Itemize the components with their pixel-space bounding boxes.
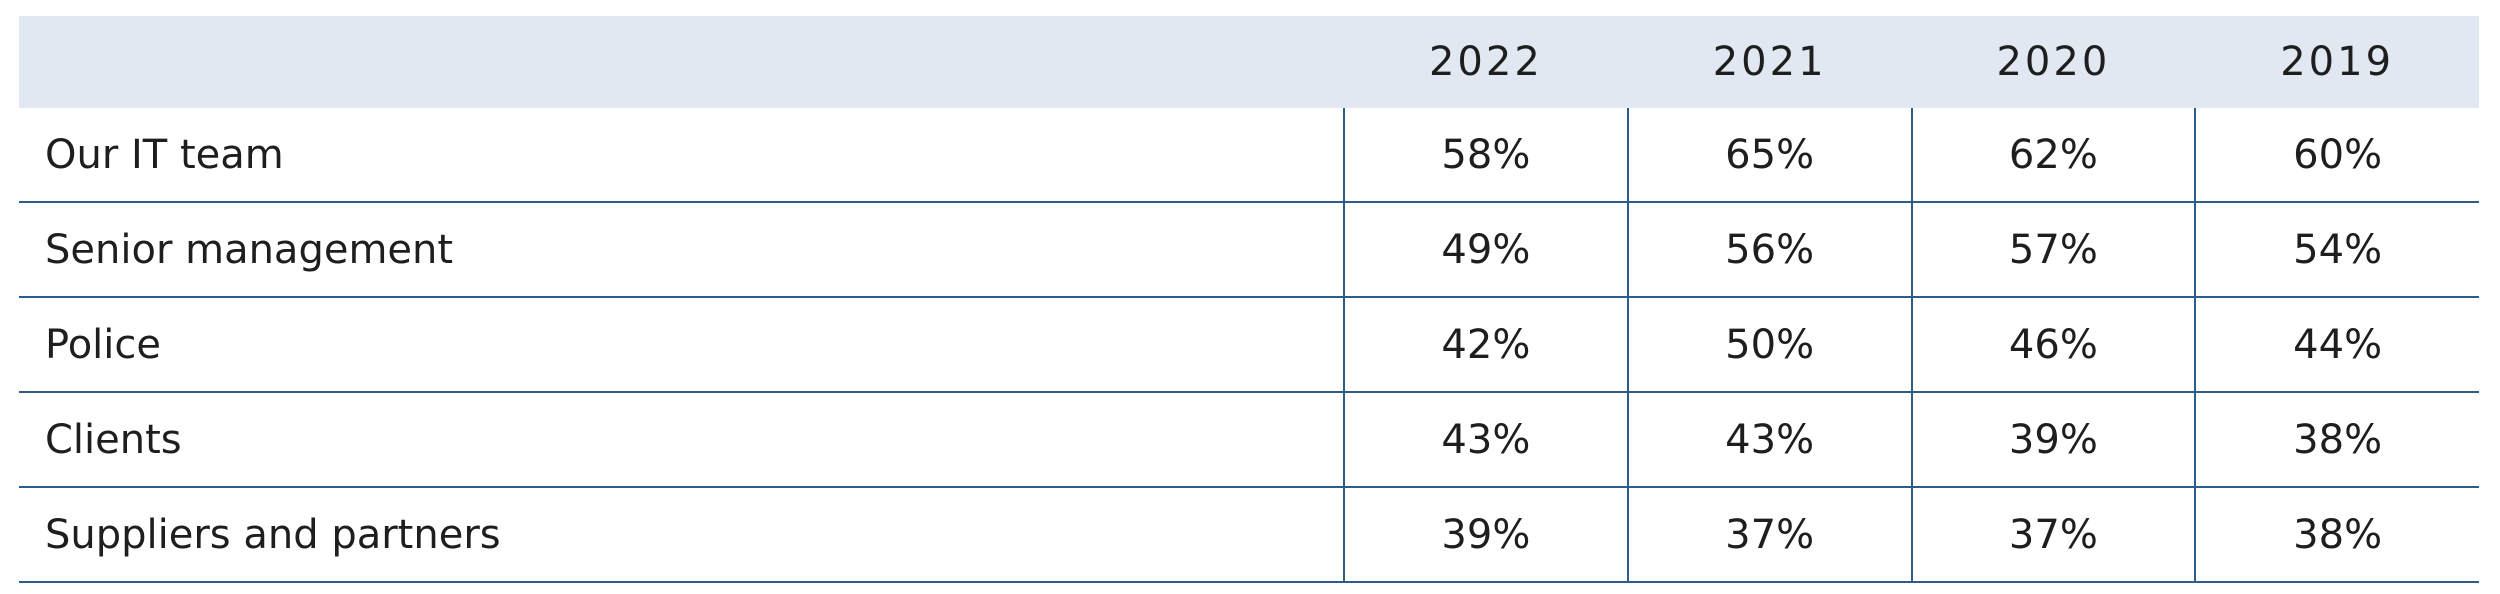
cell-value: 43% <box>1626 392 1912 488</box>
row-label: Our IT team <box>19 108 1344 203</box>
table-row: Clients 43% 43% 39% 38% <box>19 392 2479 488</box>
cell-value: 39% <box>1910 392 2196 488</box>
cell-value: 57% <box>1910 202 2196 298</box>
header-cell <box>19 16 1344 108</box>
column-header: 2021 <box>1627 16 1912 108</box>
column-header: 2022 <box>1344 16 1628 108</box>
cell-value: 54% <box>2194 202 2479 298</box>
cell-value: 43% <box>1343 392 1628 488</box>
cell-value: 37% <box>1910 487 2196 583</box>
cell-value: 37% <box>1626 487 1912 583</box>
column-header: 2019 <box>2195 16 2479 108</box>
cell-value: 50% <box>1626 297 1912 393</box>
cell-value: 49% <box>1343 202 1628 298</box>
cell-value: 65% <box>1626 108 1912 203</box>
table-row: Our IT team 58% 65% 62% 60% <box>19 108 2479 203</box>
row-label: Police <box>19 297 1344 393</box>
cell-value: 60% <box>2194 108 2479 203</box>
cell-value: 38% <box>2194 392 2479 488</box>
cell-value: 42% <box>1343 297 1628 393</box>
cell-value: 56% <box>1626 202 1912 298</box>
cell-value: 46% <box>1910 297 2196 393</box>
table-body: Our IT team 58% 65% 62% 60% Senior management… <box>19 108 2479 583</box>
row-label: Senior management <box>19 202 1344 298</box>
table-row: Police 42% 50% 46% 44% <box>19 297 2479 393</box>
row-label: Suppliers and partners <box>19 487 1344 583</box>
cell-value: 62% <box>1910 108 2196 203</box>
cell-value: 58% <box>1343 108 1628 203</box>
header-row: 2022 2021 2020 2019 <box>19 16 2479 108</box>
data-table: 2022 2021 2020 2019 Our IT team 58% 65% 62% 60%… <box>19 16 2479 583</box>
cell-value: 38% <box>2194 487 2479 583</box>
cell-value: 44% <box>2194 297 2479 393</box>
column-header: 2020 <box>1911 16 2196 108</box>
table-row: Senior management 49% 56% 57% 54% <box>19 202 2479 298</box>
table-row: Suppliers and partners 39% 37% 37% 38% <box>19 487 2479 583</box>
row-label: Clients <box>19 392 1344 488</box>
cell-value: 39% <box>1343 487 1628 583</box>
